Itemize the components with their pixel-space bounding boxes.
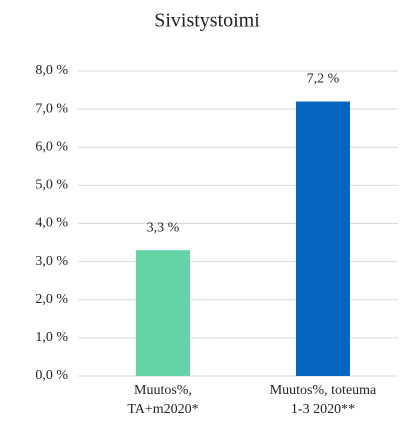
chart-title: Sivistystoimi	[154, 10, 260, 32]
value-label: 7,2 %	[307, 72, 340, 87]
y-tick-label: 2,0 %	[35, 292, 68, 307]
y-tick-label: 6,0 %	[35, 139, 68, 154]
bar	[136, 250, 190, 376]
value-label: 3,3 %	[147, 220, 180, 235]
y-tick-label: 7,0 %	[35, 101, 68, 116]
bar	[296, 101, 350, 376]
y-tick-label: 8,0 %	[35, 63, 68, 78]
y-tick-label: 1,0 %	[35, 330, 68, 345]
y-tick-label: 5,0 %	[35, 178, 68, 193]
x-tick-label: Muutos%, toteuma 1-3 2020**	[269, 383, 377, 417]
y-tick-label: 3,0 %	[35, 254, 68, 269]
y-tick-label: 4,0 %	[35, 216, 68, 231]
y-tick-label: 0,0 %	[35, 368, 68, 383]
x-tick-label: Muutos%, TA+m2020*	[127, 383, 199, 417]
